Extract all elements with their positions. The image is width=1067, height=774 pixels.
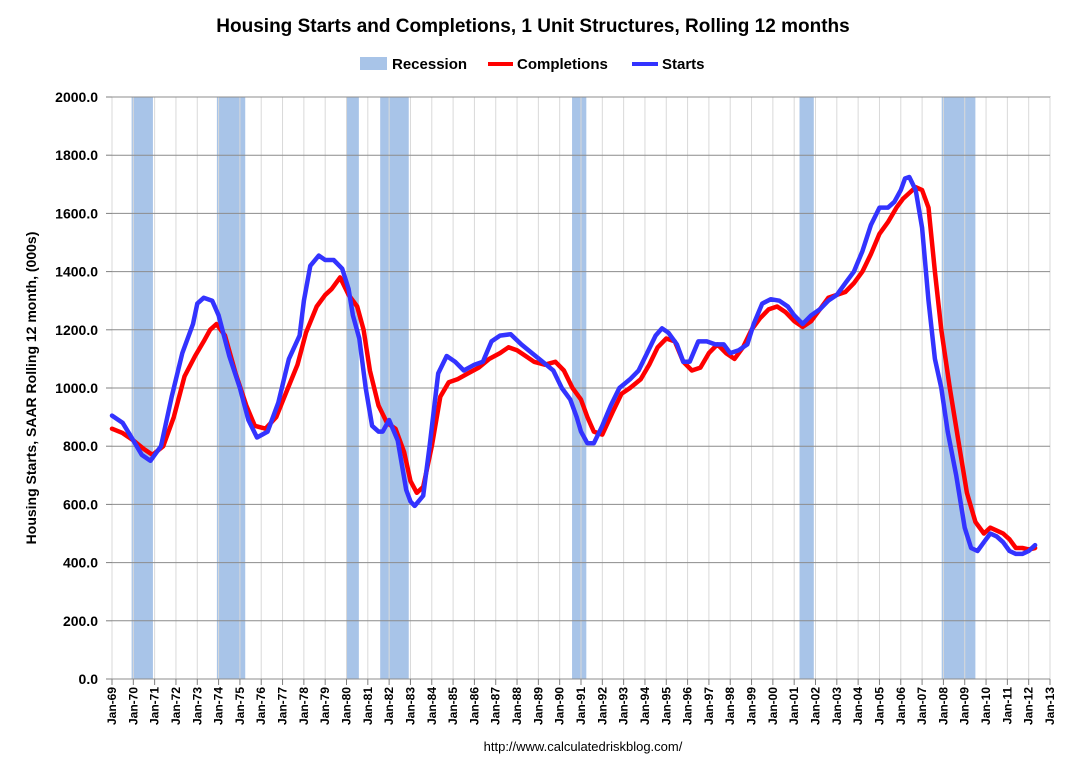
x-tick-label: Jan-88 [510,687,524,725]
x-tick-label: Jan-00 [766,687,780,725]
x-tick-label: Jan-93 [617,687,631,725]
legend: Recession Completions Starts [360,56,705,73]
x-tick-label: Jan-04 [851,687,865,725]
legend-starts-label: Starts [662,56,705,73]
x-tick-label: Jan-06 [894,687,908,725]
x-tick-label: Jan-12 [1022,687,1036,725]
x-tick-label: Jan-75 [233,687,247,725]
x-tick-label: Jan-86 [467,687,481,725]
x-tick-label: Jan-73 [190,687,204,725]
x-tick-label: Jan-70 [126,687,140,725]
x-tick-label: Jan-92 [595,687,609,725]
x-axis-ticks: Jan-69 Jan-70 Jan-71 Jan-72 Jan-73 Jan-74 Jan-… [105,679,1057,725]
y-tick-label: 1600.0 [55,205,98,221]
x-tick-label: Jan-03 [830,687,844,725]
x-tick-label: Jan-69 [105,687,119,725]
y-tick-label: 2000.0 [55,89,98,105]
x-tick-label: Jan-91 [574,687,588,725]
series-line-starts [109,174,1038,557]
x-tick-label: Jan-78 [297,687,311,725]
x-tick-label: Jan-94 [638,687,652,725]
x-tick-label: Jan-96 [681,687,695,725]
y-axis-title: Housing Starts, SAAR Rolling 12 month, (… [23,232,39,545]
legend-completions-label: Completions [517,56,608,73]
x-tick-label: Jan-90 [553,687,567,725]
series-lines [109,174,1038,557]
legend-recession-swatch [360,57,387,70]
x-tick-label: Jan-74 [212,687,226,725]
x-tick-label: Jan-80 [340,687,354,725]
chart-title: Housing Starts and Completions, 1 Unit S… [216,16,849,37]
y-tick-label: 1400.0 [55,264,98,280]
x-tick-label: Jan-13 [1043,687,1057,725]
y-tick-label: 1000.0 [55,380,98,396]
y-tick-label: 0.0 [79,671,99,687]
x-tick-label: Jan-71 [148,687,162,725]
y-tick-label: 1800.0 [55,147,98,163]
x-tick-label: Jan-76 [254,687,268,725]
x-tick-label: Jan-97 [702,687,716,725]
x-tick-label: Jan-95 [659,687,673,725]
x-tick-label: Jan-82 [382,687,396,725]
source-url[interactable]: http://www.calculatedriskblog.com/ [484,739,683,754]
y-tick-label: 200.0 [63,613,98,629]
y-tick-label: 1200.0 [55,322,98,338]
x-tick-label: Jan-83 [403,687,417,725]
x-tick-label: Jan-77 [276,687,290,725]
y-axis-ticks: 0.0 200.0 400.0 600.0 800.0 1000.0 1200.0 1400.… [55,89,112,687]
x-tick-label: Jan-01 [787,687,801,725]
x-tick-label: Jan-02 [809,687,823,725]
x-tick-label: Jan-72 [169,687,183,725]
x-tick-label: Jan-07 [915,687,929,725]
x-tick-label: Jan-99 [745,687,759,725]
x-tick-label: Jan-08 [936,687,950,725]
x-tick-label: Jan-84 [425,687,439,725]
x-tick-label: Jan-89 [531,687,545,725]
x-tick-label: Jan-11 [1000,687,1014,725]
x-tick-label: Jan-87 [489,687,503,725]
x-tick-label: Jan-05 [872,687,886,725]
legend-recession-label: Recession [392,56,467,73]
y-tick-label: 600.0 [63,496,98,512]
x-tick-label: Jan-10 [979,687,993,725]
x-tick-label: Jan-09 [958,687,972,725]
y-tick-label: 400.0 [63,555,98,571]
x-tick-label: Jan-79 [318,687,332,725]
x-tick-label: Jan-85 [446,687,460,725]
x-tick-label: Jan-81 [361,687,375,725]
y-tick-label: 800.0 [63,438,98,454]
x-tick-label: Jan-98 [723,687,737,725]
